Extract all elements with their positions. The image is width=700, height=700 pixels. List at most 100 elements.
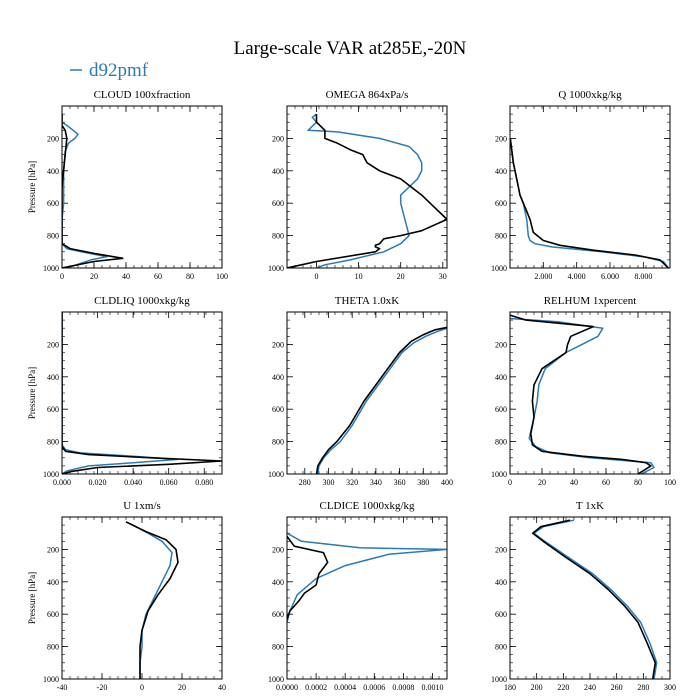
panel-title: RELHUM 1xpercent — [544, 295, 637, 307]
chart-panel-8: CLDICE 1000xkg/kg 0.0000 0.0002 0.0004 0.000… — [268, 500, 448, 692]
x-tick-label: 30 — [439, 272, 447, 281]
series-line-reference — [510, 314, 652, 474]
x-tick-label: 0 — [508, 478, 512, 487]
y-tick-label: 200 — [495, 545, 507, 554]
panel-title: THETA 1.0xK — [335, 295, 400, 307]
x-tick-label: 340 — [370, 478, 382, 487]
y-tick-label: 800 — [47, 438, 59, 447]
y-tick-label: 800 — [47, 232, 59, 241]
minor-ticks — [287, 312, 447, 474]
x-tick-label: -40 — [57, 683, 68, 692]
y-tick-label: 600 — [272, 610, 284, 619]
y-tick-label: 400 — [495, 373, 507, 382]
x-tick-label: 220 — [557, 683, 569, 692]
minor-ticks — [510, 517, 670, 679]
y-tick-label: 200 — [47, 134, 59, 143]
x-tick-label: 260 — [611, 683, 623, 692]
x-tick-label: 280 — [299, 478, 311, 487]
y-tick-label: 800 — [495, 232, 507, 241]
y-tick-label: 600 — [272, 199, 284, 208]
plot-frame — [286, 105, 448, 269]
x-tick-label: 0.0008 — [392, 683, 414, 692]
x-tick-label: 60 — [602, 478, 610, 487]
x-tick-label: 300 — [664, 683, 676, 692]
y-tick-label: 400 — [47, 578, 59, 587]
y-tick-label: 1000 — [43, 470, 59, 479]
x-tick-label: 300 — [322, 478, 334, 487]
x-tick-label: 0 — [140, 683, 144, 692]
plot-frame — [286, 311, 448, 475]
x-tick-label: 0.0010 — [421, 683, 443, 692]
y-tick-label: 800 — [495, 438, 507, 447]
plot-frame — [286, 516, 448, 680]
x-tick-label: 0.0000 — [276, 683, 298, 692]
y-tick-label: 600 — [495, 610, 507, 619]
series-line-d92pmf — [510, 317, 655, 474]
x-tick-label: 380 — [417, 478, 429, 487]
x-tick-label: 100 — [664, 478, 676, 487]
series-line-reference — [315, 326, 447, 474]
x-tick-label: 0.000 — [53, 478, 71, 487]
panel-title: CLOUD 100xfraction — [94, 89, 191, 101]
x-tick-label: 40 — [570, 478, 578, 487]
x-tick-label: 0.060 — [160, 478, 178, 487]
y-tick-label: 400 — [495, 578, 507, 587]
x-tick-label: 8.000 — [634, 272, 652, 281]
y-axis-label: Pressure [hPa] — [27, 161, 37, 213]
x-tick-label: 320 — [346, 478, 358, 487]
panel-title: OMEGA 864xPa/s — [326, 89, 409, 101]
panel-title: CLDLIQ 1000xkg/kg — [94, 295, 190, 307]
series-line-d92pmf — [510, 138, 669, 268]
y-tick-label: 600 — [47, 199, 59, 208]
chart-panel-7: U 1xm/s Pressure [hPa] -40 -20 0 20 40 200 400 60… — [27, 500, 226, 692]
x-tick-label: 200 — [531, 683, 543, 692]
plot-frame — [61, 516, 223, 680]
minor-ticks — [62, 106, 222, 268]
y-tick-label: 1000 — [268, 264, 284, 273]
x-tick-label: 40 — [218, 683, 226, 692]
x-tick-label: 20 — [397, 272, 405, 281]
y-tick-label: 1000 — [268, 675, 284, 684]
y-tick-label: 600 — [495, 405, 507, 414]
series-line-reference — [62, 114, 124, 268]
x-tick-label: 60 — [154, 272, 162, 281]
x-tick-label: 0 — [314, 272, 318, 281]
y-tick-label: 400 — [272, 167, 284, 176]
x-tick-label: 40 — [122, 272, 130, 281]
x-tick-label: 20 — [538, 478, 546, 487]
y-tick-label: 200 — [272, 545, 284, 554]
y-tick-label: 1000 — [268, 470, 284, 479]
x-tick-label: 4.000 — [568, 272, 586, 281]
y-tick-label: 200 — [47, 340, 59, 349]
y-tick-label: 800 — [272, 643, 284, 652]
y-tick-label: 800 — [47, 643, 59, 652]
series-line-d92pmf — [317, 327, 447, 474]
series-line-d92pmf — [533, 519, 658, 679]
panel-title: CLDICE 1000xkg/kg — [319, 500, 415, 512]
y-tick-label: 600 — [272, 405, 284, 414]
series-line-reference — [287, 535, 329, 620]
series-line-reference — [531, 519, 657, 679]
x-tick-label: -20 — [97, 683, 108, 692]
y-tick-label: 600 — [47, 610, 59, 619]
y-tick-label: 600 — [495, 199, 507, 208]
minor-ticks — [62, 312, 222, 474]
series-line-reference — [62, 312, 222, 474]
x-tick-label: 180 — [504, 683, 516, 692]
x-tick-label: 80 — [634, 478, 642, 487]
y-tick-label: 800 — [272, 232, 284, 241]
chart-panel-2: OMEGA 864xPa/s 0 10 20 30 200 400 600 800 1000 — [268, 89, 448, 281]
y-tick-label: 200 — [272, 134, 284, 143]
panel-title: Q 1000xkg/kg — [558, 89, 622, 101]
y-axis-label: Pressure [hPa] — [27, 572, 37, 624]
y-tick-label: 400 — [272, 578, 284, 587]
x-tick-label: 280 — [637, 683, 649, 692]
y-tick-label: 200 — [272, 340, 284, 349]
plot-frame — [61, 311, 223, 475]
y-tick-label: 200 — [47, 545, 59, 554]
x-tick-label: 20 — [178, 683, 186, 692]
x-tick-label: 0.0006 — [363, 683, 385, 692]
y-tick-label: 400 — [47, 167, 59, 176]
y-tick-label: 1000 — [43, 264, 59, 273]
